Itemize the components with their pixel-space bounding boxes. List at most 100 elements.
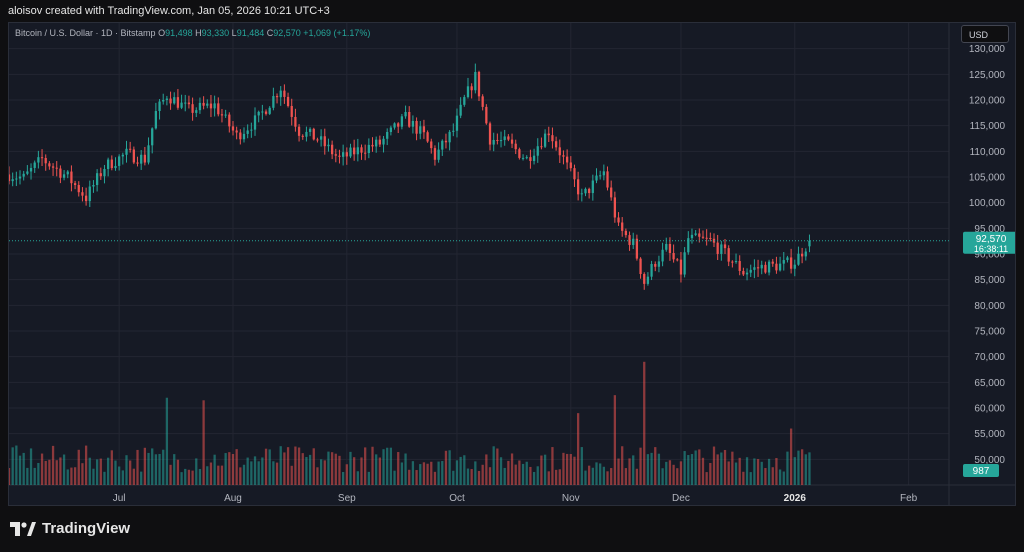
candle-body [400,116,404,127]
candle-body [588,188,591,194]
volume-bar [760,461,763,485]
volume-bar [81,463,84,485]
volume-bar [327,451,330,485]
volume-bar [742,471,745,485]
volume-bar [294,446,297,485]
candle-body [767,261,771,273]
candle-body [679,259,683,275]
volume-bar [356,471,359,485]
candle-body [430,141,433,149]
candle-body [606,171,609,188]
volume-bar [279,446,282,485]
y-tick-label: 130,000 [969,44,1006,55]
volume-bar [44,460,47,485]
volume-bar [176,459,180,485]
candle-body [452,130,455,132]
volume-bar [470,469,473,485]
volume-bar [734,462,738,485]
tradingview-logo-icon [10,521,36,536]
volume-bar [661,468,664,485]
candle-body [198,102,202,111]
candle-body [800,253,804,257]
candle-body [235,130,238,133]
volume-bar [463,455,466,485]
volume-bar [507,460,510,485]
volume-bar [610,468,613,485]
candle-body [29,167,33,172]
y-tick-label: 125,000 [969,70,1006,81]
volume-bar [319,459,323,485]
volume-bar [525,461,528,485]
volume-bar [165,397,169,485]
open-key: O [158,28,166,38]
volume-bar [268,449,271,485]
volume-bar [84,445,88,485]
candle-body [305,131,308,137]
candle-body [125,148,128,155]
candle-body [275,96,279,98]
candle-body [554,141,558,148]
volume-bar [411,461,415,485]
candle-body [716,242,719,254]
y-tick-label: 70,000 [974,352,1005,363]
volume-bar [195,458,198,485]
volume-bar [690,454,694,485]
volume-bar [738,457,741,485]
candle-body [22,173,25,177]
price-chart[interactable]: 50,000 55,000 60,000 65,000 70,000 75,000 80,0… [9,23,1016,506]
candle-body [224,114,227,116]
candle-body [514,143,517,150]
candle-body [206,103,209,106]
volume-bar [599,463,602,485]
candle-body [375,139,378,147]
volume-bar [668,460,672,485]
volume-bar [481,464,484,485]
candle-body [422,126,426,133]
candle-body [393,123,396,128]
candle-body [99,173,102,177]
candle-body [742,270,745,275]
close-value: 92,570 [273,28,301,38]
candle-body [705,237,708,239]
y-tick-label: 115,000 [970,121,1006,132]
candle-body [536,146,539,156]
tradingview-logo[interactable]: TradingView [10,520,130,537]
volume-bar [397,452,400,485]
volume-bar [9,467,11,485]
volume-bar [118,466,121,485]
candle-body [209,103,213,109]
volume-bar [646,454,650,485]
candle-body [551,135,554,142]
volume-bar [110,450,113,485]
candle-body [231,126,235,131]
volume-bar [316,467,319,485]
candle-body [687,238,690,253]
volume-bar [367,471,370,485]
candle-body [319,136,323,140]
symbol-title: Bitcoin / U.S. Dollar · 1D · Bitstamp [15,28,156,38]
candle-body [180,102,183,108]
candle-body [132,149,135,163]
volume-bar [441,461,444,485]
volume-bar [364,447,367,485]
candle-body [323,136,326,147]
volume-bar [88,457,91,485]
candle-body [330,144,334,155]
volume-bar [70,467,73,485]
candle-body [698,233,701,237]
volume-bar [169,464,172,485]
volume-bar [591,467,594,485]
chart-panel[interactable]: 50,000 55,000 60,000 65,000 70,000 75,000 80,0… [8,22,1016,506]
candle-body [356,147,359,155]
volume-bar [745,457,749,485]
x-tick-label: Nov [562,493,580,504]
volume-bar [308,454,312,485]
currency-button[interactable]: USD [961,25,1009,43]
countdown-label: 16:38:11 [974,244,1008,254]
candle-body [745,272,749,275]
candle-body [518,149,521,158]
candle-body [444,140,448,143]
candle-body [521,157,525,159]
candle-body [353,147,356,155]
candle-body [81,192,84,196]
